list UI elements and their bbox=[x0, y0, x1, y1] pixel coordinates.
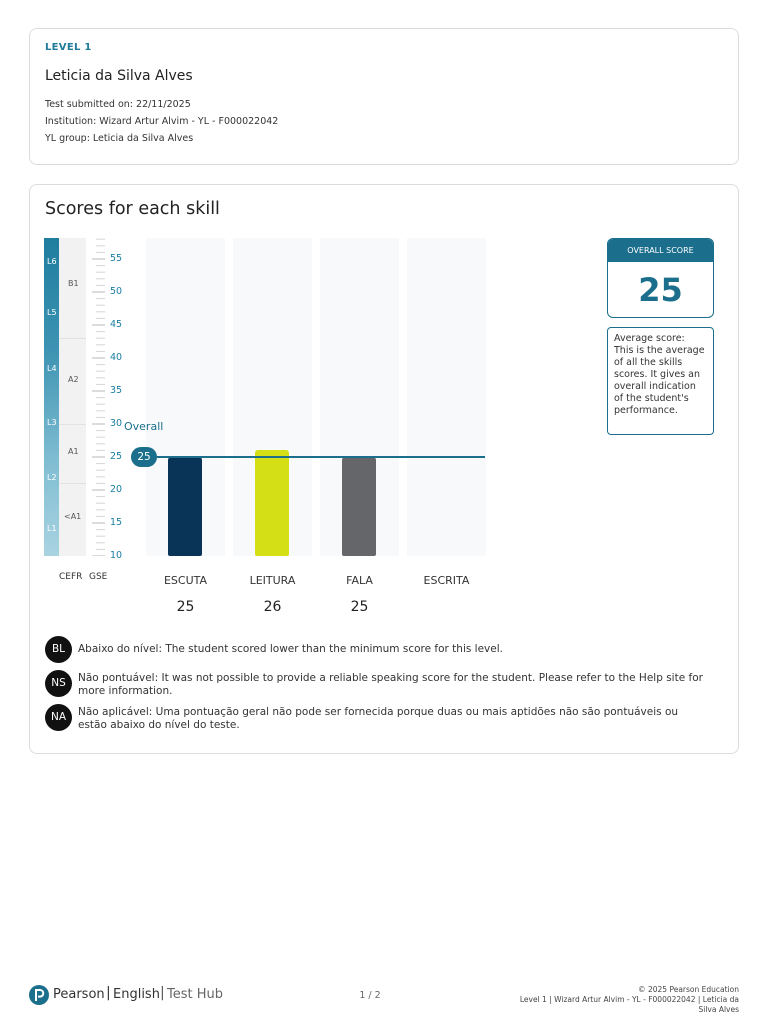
bar-leitura bbox=[255, 450, 289, 556]
gse-tick: 25 bbox=[110, 451, 123, 462]
group-info: YL group: Leticia da Silva Alves bbox=[45, 133, 194, 144]
na-badge: NA bbox=[45, 704, 72, 731]
cefr-scale: B1 A2 A1 <A1 bbox=[59, 238, 86, 556]
page-number: 1 / 2 bbox=[359, 990, 381, 1001]
institution-info: Institution: Wizard Artur Alvim - YL - F… bbox=[45, 116, 279, 127]
level-band-l3: L3 bbox=[47, 418, 57, 427]
skill-name: ESCUTA bbox=[163, 574, 208, 587]
skill-name: FALA bbox=[346, 574, 373, 587]
copyright: © 2025 Pearson Education bbox=[638, 985, 739, 994]
gse-tick: 50 bbox=[110, 286, 123, 297]
bl-badge: BL bbox=[45, 636, 72, 663]
student-name: Leticia da Silva Alves bbox=[45, 68, 193, 84]
cefr-axis-label: CEFR bbox=[59, 572, 83, 582]
legend-text: Não pontuável: It was not possible to pr… bbox=[78, 672, 703, 697]
overall-score-box: OVERALL SCORE 25 bbox=[607, 238, 714, 318]
level-band-l1: L1 bbox=[47, 524, 57, 533]
cefr-band-a2: A2 bbox=[68, 375, 79, 384]
gse-ruler bbox=[92, 238, 105, 556]
submitted-date: Test submitted on: 22/11/2025 bbox=[45, 99, 191, 110]
level-band-l6: L6 bbox=[47, 257, 57, 266]
footer-brand: Pearson | English | Test Hub bbox=[29, 984, 249, 1008]
column-escrita bbox=[407, 238, 486, 556]
level-scale: L6 L5 L4 L3 L2 L1 bbox=[44, 238, 59, 556]
pearson-logo-icon bbox=[29, 985, 49, 1005]
level-band-l2: L2 bbox=[47, 473, 57, 482]
skill-name: LEITURA bbox=[249, 574, 296, 587]
cefr-band-below-a1: <A1 bbox=[64, 512, 82, 521]
cefr-band-b1: B1 bbox=[68, 279, 79, 288]
brand-english: English bbox=[113, 987, 160, 1002]
gse-tick: 30 bbox=[110, 418, 123, 429]
bar-fala bbox=[342, 457, 376, 556]
gse-tick: 10 bbox=[110, 550, 123, 561]
legend-text: Não aplicável: Uma pontuação geral não p… bbox=[78, 706, 679, 731]
gse-tick: 55 bbox=[110, 253, 123, 264]
gse-tick: 15 bbox=[110, 517, 123, 528]
skill-score: 25 bbox=[350, 599, 369, 615]
footer-report-meta: Level 1 | Wizard Artur Alvim - YL - F000… bbox=[519, 995, 739, 1014]
student-info-card: LEVEL 1 Leticia da Silva Alves Test subm… bbox=[29, 28, 739, 165]
gse-tick: 40 bbox=[110, 352, 123, 363]
cefr-band-a1: A1 bbox=[68, 447, 79, 456]
footer-meta: © 2025 Pearson Education Level 1 | Wizar… bbox=[505, 985, 739, 1015]
brand-pearson: Pearson bbox=[53, 987, 105, 1002]
legend-text: Abaixo do nível: The student scored lowe… bbox=[78, 643, 503, 655]
scores-title: Scores for each skill bbox=[45, 199, 220, 219]
skill-score: 26 bbox=[263, 599, 282, 615]
overall-line bbox=[143, 456, 485, 458]
bar-escuta bbox=[168, 457, 202, 556]
skill-score: 25 bbox=[176, 599, 195, 615]
overall-label: Overall bbox=[124, 420, 164, 433]
level-label: LEVEL 1 bbox=[45, 42, 92, 53]
scores-card: Scores for each skill L6 L5 L4 L3 L2 L1 … bbox=[29, 184, 739, 754]
brand-test-hub: Test Hub bbox=[167, 987, 223, 1002]
overall-score-description: Average score: This is the average of al… bbox=[607, 327, 714, 435]
skill-name: ESCRITA bbox=[423, 574, 470, 587]
gse-tick: 45 bbox=[110, 319, 123, 330]
level-band-l5: L5 bbox=[47, 308, 57, 317]
overall-score-value: 25 bbox=[638, 271, 683, 309]
gse-tick: 20 bbox=[110, 484, 123, 495]
ns-badge: NS bbox=[45, 670, 72, 697]
gse-tick: 35 bbox=[110, 385, 123, 396]
level-band-l4: L4 bbox=[47, 364, 57, 373]
overall-badge: 25 bbox=[131, 447, 157, 467]
gse-axis-label: GSE bbox=[89, 572, 108, 582]
overall-score-box-title: OVERALL SCORE bbox=[608, 239, 713, 262]
